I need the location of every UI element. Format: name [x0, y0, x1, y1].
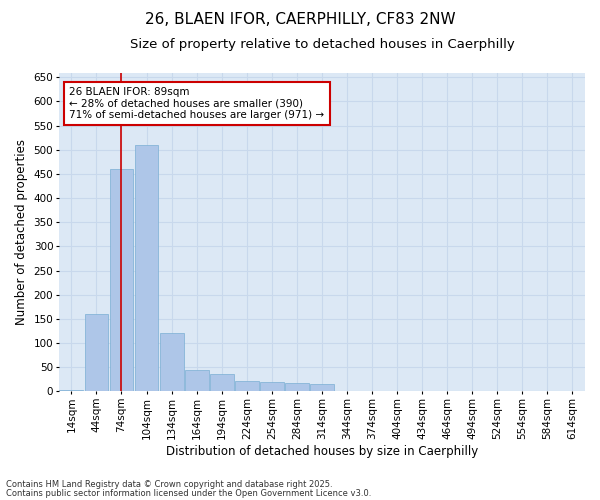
Bar	[285, 382, 309, 392]
X-axis label: Distribution of detached houses by size in Caerphilly: Distribution of detached houses by size …	[166, 444, 478, 458]
Bar	[134, 145, 158, 392]
Bar	[160, 334, 184, 392]
Bar	[59, 390, 83, 392]
Text: 26 BLAEN IFOR: 89sqm
← 28% of detached houses are smaller (390)
71% of semi-deta: 26 BLAEN IFOR: 89sqm ← 28% of detached h…	[70, 87, 325, 120]
Bar	[85, 314, 109, 392]
Title: Size of property relative to detached houses in Caerphilly: Size of property relative to detached ho…	[130, 38, 514, 51]
Bar	[210, 374, 233, 392]
Bar	[185, 370, 209, 392]
Bar	[260, 382, 284, 392]
Text: 26, BLAEN IFOR, CAERPHILLY, CF83 2NW: 26, BLAEN IFOR, CAERPHILLY, CF83 2NW	[145, 12, 455, 28]
Text: Contains public sector information licensed under the Open Government Licence v3: Contains public sector information licen…	[6, 488, 371, 498]
Bar	[110, 169, 133, 392]
Bar	[235, 380, 259, 392]
Bar	[310, 384, 334, 392]
Y-axis label: Number of detached properties: Number of detached properties	[15, 139, 28, 325]
Text: Contains HM Land Registry data © Crown copyright and database right 2025.: Contains HM Land Registry data © Crown c…	[6, 480, 332, 489]
